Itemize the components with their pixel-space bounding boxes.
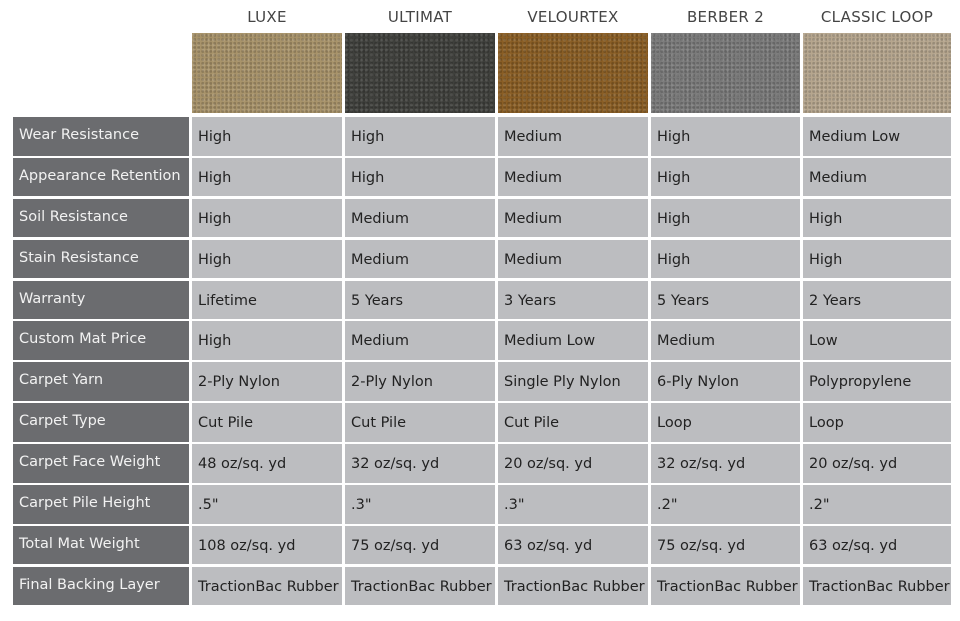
table-cell: High	[192, 157, 342, 197]
table-cell: High	[192, 321, 342, 360]
product-name: VELOURTEX	[527, 7, 619, 26]
table-cell: Medium	[345, 198, 495, 238]
table-cell: Loop	[651, 403, 800, 442]
table-cell: TractionBac Rubber	[498, 566, 648, 606]
table-cell: Medium Low	[803, 117, 951, 156]
table-cell: Polypropylene	[803, 362, 951, 401]
row-label: Custom Mat Price	[13, 321, 189, 360]
table-cell: Medium	[651, 321, 800, 360]
table-cell: Medium	[345, 321, 495, 360]
table-cell: TractionBac Rubber	[803, 566, 951, 606]
product-header: LUXE ULTIMAT VELOURTEX BERBER 2 CLASSIC LOOP	[13, 0, 951, 117]
header-spacer	[13, 0, 189, 33]
product-name: BERBER 2	[686, 7, 765, 26]
table-cell: High	[651, 198, 800, 238]
table-cell: Cut Pile	[345, 403, 495, 442]
table-cell: 3 Years	[498, 280, 648, 320]
table-cell: .5"	[192, 485, 342, 524]
swatch-spacer	[13, 33, 189, 117]
carpet-swatch-image	[498, 33, 648, 113]
table-cell: High	[192, 198, 342, 238]
table-cell: Medium Low	[498, 321, 648, 360]
table-cell: .2"	[803, 485, 951, 524]
comparison-table: Wear Resistance High High Medium High Medium …	[13, 117, 951, 606]
row-label: Warranty	[13, 280, 189, 320]
product-name: LUXE	[247, 7, 287, 26]
row-label: Stain Resistance	[13, 239, 189, 279]
table-cell: Medium	[498, 117, 648, 156]
row-label: Soil Resistance	[13, 198, 189, 238]
table-cell: High	[803, 239, 951, 279]
table-cell: 63 oz/sq. yd	[803, 525, 951, 565]
table-cell: 63 oz/sq. yd	[498, 525, 648, 565]
table-cell: 32 oz/sq. yd	[345, 444, 495, 483]
row-label: Carpet Pile Height	[13, 485, 189, 524]
table-cell: High	[192, 239, 342, 279]
row-label: Final Backing Layer	[13, 566, 189, 606]
carpet-swatch-image	[803, 33, 951, 113]
table-cell: TractionBac Rubber	[192, 566, 342, 606]
table-cell: Loop	[803, 403, 951, 442]
table-cell: 2-Ply Nylon	[192, 362, 342, 401]
table-cell: TractionBac Rubber	[651, 566, 800, 606]
table-cell: 108 oz/sq. yd	[192, 525, 342, 565]
table-cell: 5 Years	[651, 280, 800, 320]
table-cell: High	[345, 157, 495, 197]
row-label: Carpet Type	[13, 403, 189, 442]
table-cell: Low	[803, 321, 951, 360]
row-label: Appearance Retention	[13, 157, 189, 197]
table-cell: Single Ply Nylon	[498, 362, 648, 401]
table-cell: 20 oz/sq. yd	[803, 444, 951, 483]
table-cell: 48 oz/sq. yd	[192, 444, 342, 483]
table-cell: High	[651, 157, 800, 197]
table-cell: High	[651, 239, 800, 279]
table-cell: 32 oz/sq. yd	[651, 444, 800, 483]
table-cell: Medium	[498, 157, 648, 197]
table-cell: High	[345, 117, 495, 156]
carpet-swatch-image	[651, 33, 800, 113]
table-cell: Medium	[345, 239, 495, 279]
product-name: ULTIMAT	[387, 7, 453, 26]
table-cell: High	[651, 117, 800, 156]
table-cell: 20 oz/sq. yd	[498, 444, 648, 483]
row-label: Carpet Yarn	[13, 362, 189, 401]
table-cell: High	[803, 198, 951, 238]
table-cell: 75 oz/sq. yd	[345, 525, 495, 565]
table-cell: .3"	[345, 485, 495, 524]
row-label: Carpet Face Weight	[13, 444, 189, 483]
carpet-swatch-image	[192, 33, 342, 113]
table-cell: High	[192, 117, 342, 156]
row-label: Wear Resistance	[13, 117, 189, 156]
table-cell: Medium	[803, 157, 951, 197]
table-cell: Medium	[498, 239, 648, 279]
row-label: Total Mat Weight	[13, 525, 189, 565]
table-cell: 5 Years	[345, 280, 495, 320]
table-cell: 75 oz/sq. yd	[651, 525, 800, 565]
table-cell: Cut Pile	[498, 403, 648, 442]
table-cell: 2 Years	[803, 280, 951, 320]
table-cell: .2"	[651, 485, 800, 524]
table-cell: .3"	[498, 485, 648, 524]
table-cell: Lifetime	[192, 280, 342, 320]
table-cell: 6-Ply Nylon	[651, 362, 800, 401]
product-name: CLASSIC LOOP	[820, 7, 934, 26]
table-cell: 2-Ply Nylon	[345, 362, 495, 401]
carpet-swatch-image	[345, 33, 495, 113]
table-cell: Cut Pile	[192, 403, 342, 442]
table-cell: TractionBac Rubber	[345, 566, 495, 606]
table-cell: Medium	[498, 198, 648, 238]
